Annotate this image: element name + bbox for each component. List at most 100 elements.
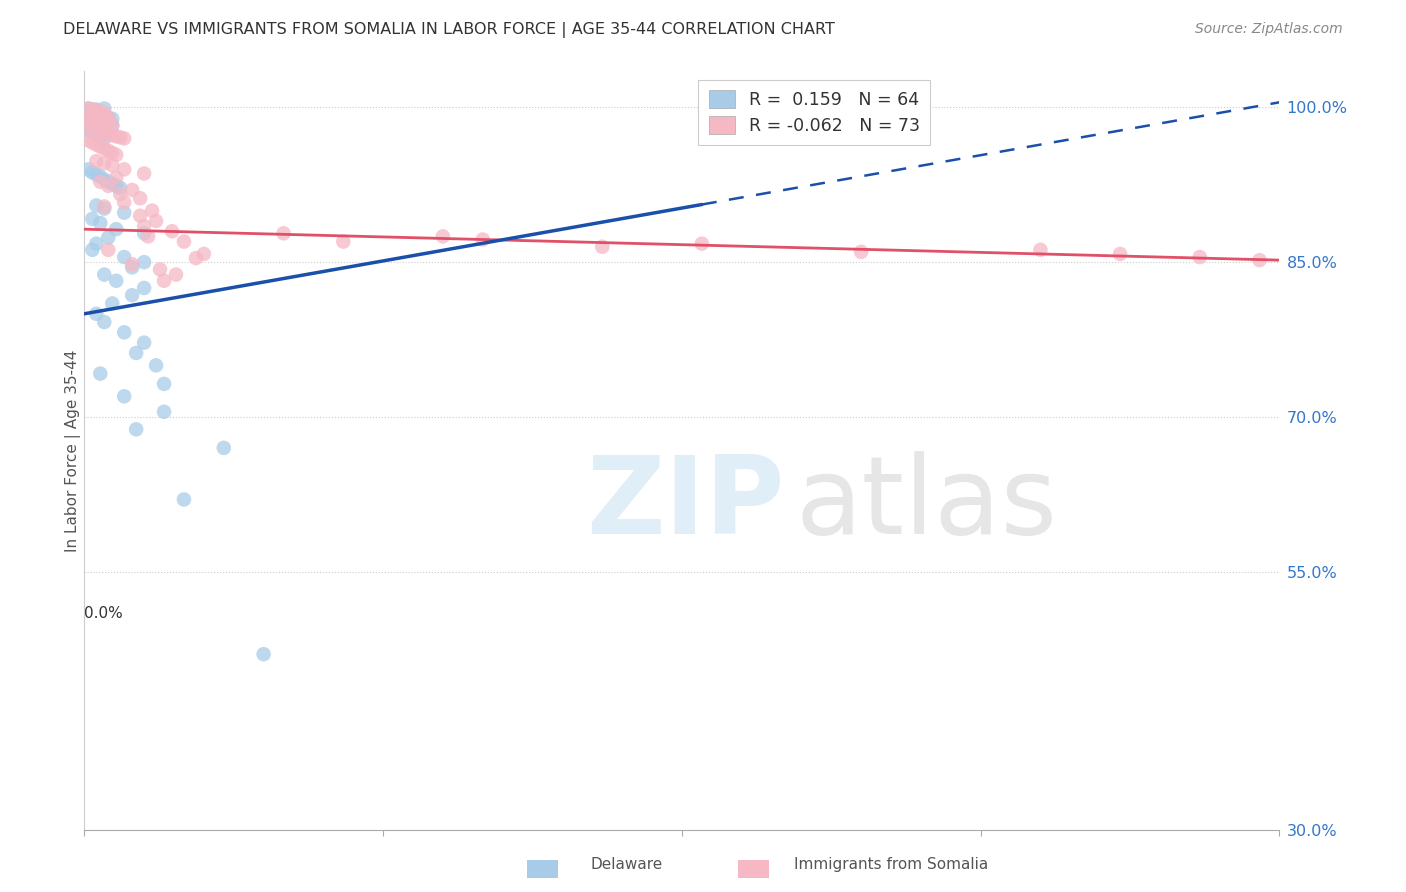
Point xyxy=(121,288,143,302)
Point xyxy=(471,233,494,247)
Point xyxy=(77,133,100,147)
Point xyxy=(591,240,613,254)
Point xyxy=(121,257,143,271)
Point xyxy=(101,118,124,132)
Point xyxy=(105,178,128,193)
Point xyxy=(93,172,115,186)
Point xyxy=(93,199,115,213)
Point xyxy=(101,177,124,191)
Point xyxy=(77,162,100,177)
Point xyxy=(110,181,132,195)
Point xyxy=(93,110,115,124)
Point xyxy=(89,129,111,144)
Point xyxy=(1029,243,1052,257)
Point xyxy=(112,205,135,219)
Point xyxy=(149,262,172,277)
Point xyxy=(253,647,276,661)
Point xyxy=(77,102,100,116)
Text: Immigrants from Somalia: Immigrants from Somalia xyxy=(794,857,988,872)
Point xyxy=(89,139,111,153)
Point xyxy=(112,162,135,177)
Point xyxy=(153,405,176,419)
Point xyxy=(97,111,120,125)
Point xyxy=(93,126,115,140)
Point xyxy=(82,103,104,117)
Point xyxy=(86,103,108,117)
Point xyxy=(101,128,124,143)
Point xyxy=(121,260,143,275)
Point xyxy=(97,117,120,131)
Point xyxy=(86,123,108,137)
Point xyxy=(93,268,115,282)
Point xyxy=(86,114,108,128)
Point xyxy=(82,106,104,120)
Point xyxy=(97,111,120,125)
Point xyxy=(1308,257,1330,271)
Point xyxy=(93,117,115,131)
Point xyxy=(101,119,124,133)
Point xyxy=(89,104,111,119)
Point xyxy=(212,441,235,455)
Point xyxy=(129,191,152,205)
Point xyxy=(89,216,111,230)
Point xyxy=(86,115,108,129)
Text: ZIP: ZIP xyxy=(586,450,785,557)
Point xyxy=(93,156,115,170)
Point xyxy=(77,112,100,127)
Point xyxy=(89,169,111,184)
Point xyxy=(132,255,156,269)
Point xyxy=(86,307,108,321)
Point xyxy=(184,251,207,265)
Point xyxy=(77,105,100,120)
Point xyxy=(77,102,100,116)
Point xyxy=(173,492,195,507)
Point xyxy=(86,236,108,251)
Point xyxy=(129,209,152,223)
Text: Source: ZipAtlas.com: Source: ZipAtlas.com xyxy=(1195,22,1343,37)
Point xyxy=(125,422,148,436)
Text: atlas: atlas xyxy=(796,450,1057,557)
Point xyxy=(89,116,111,130)
Point xyxy=(153,274,176,288)
Point xyxy=(193,247,215,261)
Point xyxy=(132,281,156,295)
Point xyxy=(86,108,108,122)
Point xyxy=(121,183,143,197)
Point xyxy=(110,187,132,202)
Point xyxy=(97,175,120,189)
Point xyxy=(82,211,104,226)
Point xyxy=(82,114,104,128)
Point xyxy=(101,112,124,126)
Point xyxy=(690,236,713,251)
Text: DELAWARE VS IMMIGRANTS FROM SOMALIA IN LABOR FORCE | AGE 35-44 CORRELATION CHART: DELAWARE VS IMMIGRANTS FROM SOMALIA IN L… xyxy=(63,22,835,38)
Point xyxy=(110,130,132,145)
Point xyxy=(132,335,156,350)
Point xyxy=(89,109,111,123)
Point xyxy=(77,119,100,133)
Point xyxy=(97,144,120,158)
Point xyxy=(93,116,115,130)
Point xyxy=(86,137,108,152)
Text: 0.0%: 0.0% xyxy=(84,606,124,621)
Point xyxy=(132,166,156,180)
Point xyxy=(132,219,156,233)
Point xyxy=(82,120,104,134)
Point xyxy=(93,142,115,156)
Point xyxy=(82,103,104,117)
Point xyxy=(93,102,115,116)
Point xyxy=(86,198,108,212)
Point xyxy=(105,274,128,288)
Point xyxy=(97,230,120,244)
Point xyxy=(82,165,104,179)
Point xyxy=(153,376,176,391)
Point xyxy=(105,170,128,185)
Point xyxy=(97,118,120,132)
Point xyxy=(86,128,108,142)
Point xyxy=(112,195,135,210)
Point xyxy=(93,202,115,216)
Point xyxy=(136,229,159,244)
Point xyxy=(93,105,115,120)
Point xyxy=(432,229,454,244)
Point xyxy=(82,112,104,127)
Point xyxy=(97,243,120,257)
